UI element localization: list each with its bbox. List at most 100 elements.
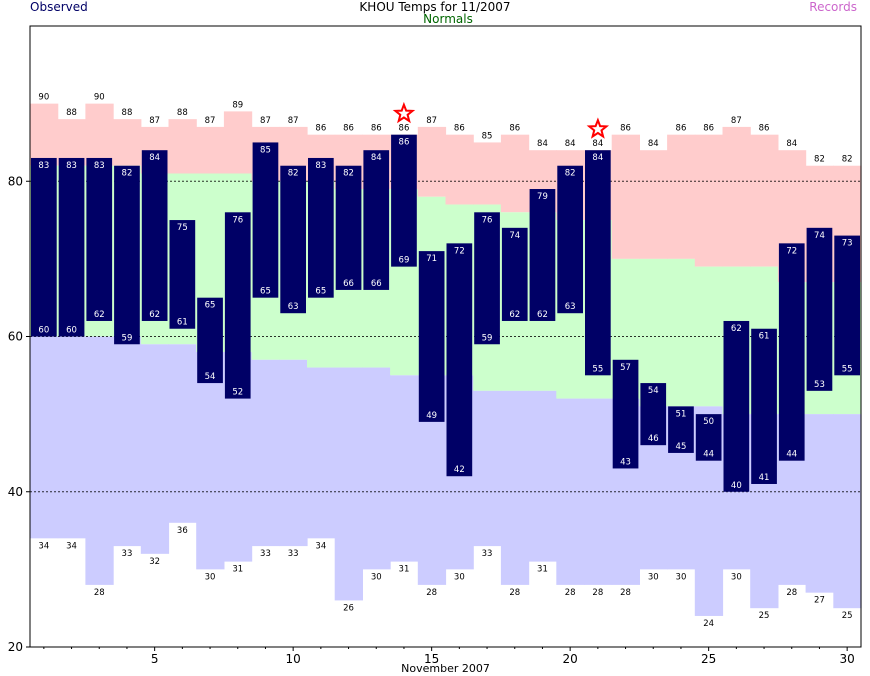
record-low-label: 28 <box>565 588 576 598</box>
observed-bar <box>308 157 334 298</box>
observed-bar <box>446 243 473 477</box>
record-low-label: 28 <box>592 588 603 598</box>
observed-low-label: 44 <box>786 450 797 460</box>
observed-bar <box>58 157 85 337</box>
observed-high-label: 83 <box>94 161 105 171</box>
record-low-label: 34 <box>66 541 77 551</box>
record-high-band <box>196 126 225 174</box>
x-tick-label: 30 <box>840 652 855 666</box>
record-low-label: 31 <box>399 565 410 575</box>
observed-bar <box>778 243 805 461</box>
observed-bar <box>695 414 722 461</box>
record-high-label: 85 <box>482 131 493 141</box>
observed-high-label: 51 <box>676 409 687 419</box>
observed-low-label: 42 <box>454 465 465 475</box>
record-high-label: 88 <box>122 108 133 118</box>
observed-bar <box>391 134 417 267</box>
observed-low-label: 63 <box>565 302 576 312</box>
y-tick-label: 80 <box>8 174 23 188</box>
record-low-band <box>30 336 59 539</box>
x-axis-label: November 2007 <box>401 662 490 675</box>
observed-high-label: 83 <box>38 161 49 171</box>
observed-bar <box>751 328 777 484</box>
observed-bar <box>668 406 694 453</box>
record-high-band <box>722 126 751 267</box>
observed-low-label: 62 <box>94 310 105 320</box>
record-low-band <box>307 367 336 539</box>
observed-high-label: 62 <box>731 324 742 334</box>
record-high-band <box>417 126 447 197</box>
observed-low-label: 45 <box>676 442 687 452</box>
record-high-band <box>611 134 640 259</box>
record-low-label: 28 <box>509 588 520 598</box>
record-low-band <box>473 390 502 547</box>
record-high-band <box>223 111 253 174</box>
observed-high-label: 79 <box>537 192 548 202</box>
record-low-label: 30 <box>454 572 465 582</box>
record-low-label: 25 <box>759 611 770 621</box>
x-tick-label: 20 <box>563 652 578 666</box>
record-low-label: 33 <box>482 549 493 559</box>
record-low-band <box>196 352 225 570</box>
record-low-band <box>279 359 308 547</box>
observed-high-label: 85 <box>260 145 271 155</box>
record-low-label: 24 <box>703 619 714 629</box>
record-low-label: 30 <box>676 572 687 582</box>
observed-bar <box>418 251 445 422</box>
record-low-band <box>140 344 170 554</box>
record-high-label: 90 <box>38 93 49 103</box>
observed-low-label: 40 <box>731 481 742 491</box>
observed-bar <box>197 297 223 384</box>
observed-low-label: 65 <box>315 287 326 297</box>
record-high-band <box>85 103 114 166</box>
observed-low-label: 41 <box>759 473 770 483</box>
observed-bar <box>335 165 362 290</box>
observed-low-label: 61 <box>177 318 188 328</box>
record-high-label: 87 <box>288 116 299 126</box>
record-high-label: 88 <box>66 108 77 118</box>
observed-high-label: 82 <box>288 169 299 179</box>
observed-high-label: 61 <box>759 332 770 342</box>
legend-observed: Observed <box>30 0 88 14</box>
observed-high-label: 84 <box>371 153 382 163</box>
observed-bar <box>86 157 113 321</box>
record-high-label: 86 <box>620 124 631 134</box>
record-high-label: 86 <box>759 124 770 134</box>
observed-bar <box>585 150 611 376</box>
observed-low-label: 60 <box>66 326 77 336</box>
observed-low-label: 54 <box>205 372 216 382</box>
record-low-label: 30 <box>648 572 659 582</box>
record-low-label: 28 <box>620 588 631 598</box>
observed-high-label: 84 <box>149 153 160 163</box>
record-low-label: 32 <box>149 557 160 567</box>
record-low-label: 28 <box>94 588 105 598</box>
observed-high-label: 74 <box>509 231 520 241</box>
record-high-label: 87 <box>260 116 271 126</box>
observed-low-label: 59 <box>482 333 493 343</box>
record-low-band <box>334 367 363 601</box>
observed-low-label: 66 <box>371 279 382 289</box>
record-low-band <box>805 414 834 593</box>
observed-bar <box>640 383 667 446</box>
x-tick-label: 15 <box>424 652 439 666</box>
record-high-band <box>168 119 197 174</box>
observed-low-label: 65 <box>260 287 271 297</box>
observed-bar <box>169 220 196 329</box>
observed-bar <box>224 212 251 399</box>
record-high-label: 84 <box>565 139 576 149</box>
record-low-band <box>528 390 557 562</box>
observed-low-label: 63 <box>288 302 299 312</box>
observed-bar <box>834 235 860 376</box>
observed-high-label: 72 <box>786 246 797 256</box>
observed-bar <box>363 150 390 290</box>
record-low-band <box>390 375 419 562</box>
record-low-label: 33 <box>122 549 133 559</box>
record-high-band <box>500 134 530 213</box>
observed-high-label: 82 <box>565 169 576 179</box>
record-high-label: 82 <box>842 155 853 165</box>
record-low-label: 34 <box>315 541 326 551</box>
chart-title: KHOU Temps for 11/2007 <box>359 0 511 14</box>
record-high-band <box>445 134 474 205</box>
record-high-band <box>750 134 779 267</box>
record-low-label: 30 <box>371 572 382 582</box>
